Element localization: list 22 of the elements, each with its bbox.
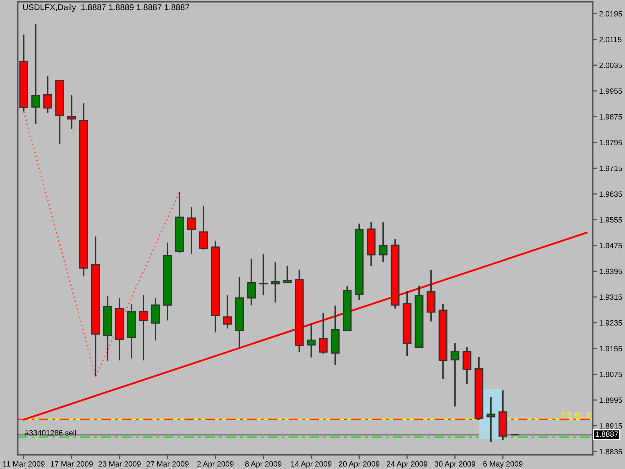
candlestick <box>450 342 460 408</box>
candlestick <box>426 270 436 322</box>
candlestick <box>486 396 496 444</box>
chart-title: USDLFX,Daily 1.8887 1.8889 1.8887 1.8887 <box>23 4 190 12</box>
candlestick <box>223 294 232 330</box>
candlestick <box>44 75 52 114</box>
candlestick <box>68 94 76 130</box>
candlestick <box>331 305 340 366</box>
candlestick <box>139 294 148 362</box>
candlestick <box>199 205 208 251</box>
candlestick <box>151 298 160 342</box>
candlestick <box>259 253 268 296</box>
candlestick <box>32 24 40 125</box>
candlestick <box>307 322 316 358</box>
candlestick <box>187 206 196 255</box>
candlestick <box>247 258 256 306</box>
candlestick <box>378 222 388 263</box>
ref-line-label: FE 61.8 <box>562 412 591 418</box>
candlestick <box>462 346 472 385</box>
candlestick <box>271 261 280 304</box>
candlestick <box>283 265 292 284</box>
candlestick <box>319 312 328 355</box>
